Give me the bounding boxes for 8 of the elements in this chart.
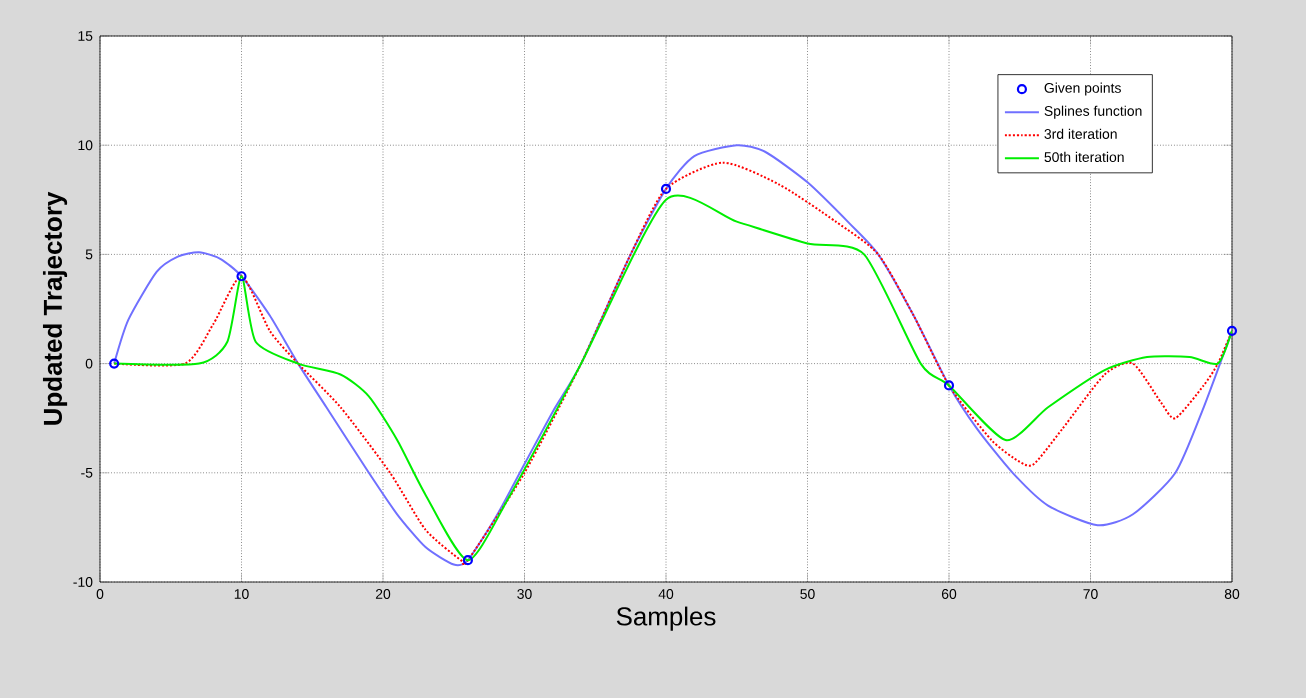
point xyxy=(1226,325,1238,336)
y-axis-title: Updated Trajectory xyxy=(42,191,68,425)
point xyxy=(109,358,120,369)
point xyxy=(943,380,955,391)
point xyxy=(462,555,473,566)
point xyxy=(660,183,672,194)
x-axis-title: Samples xyxy=(616,606,716,631)
point xyxy=(236,271,247,282)
